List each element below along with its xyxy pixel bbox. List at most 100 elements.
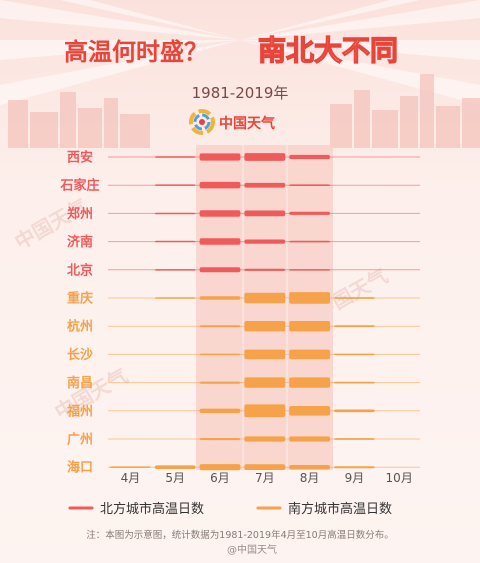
city-label: 石家庄 [59, 178, 99, 194]
city-label: 北京 [67, 262, 93, 278]
bar-5月 [154, 465, 196, 469]
bar-5月 [154, 156, 196, 158]
sunburst-decoration [0, 0, 480, 105]
bar-9月 [334, 409, 375, 413]
bar-8月 [289, 436, 330, 442]
bar-7月 [244, 349, 286, 360]
bar-6月 [199, 210, 241, 217]
month-tick-label: 6月 [210, 471, 230, 485]
bar-9月 [334, 325, 375, 328]
bar-8月 [289, 349, 330, 360]
month-tick-label: 8月 [300, 471, 320, 485]
skyline-decoration [8, 74, 480, 148]
bar-5月 [154, 240, 196, 243]
city-row: 重庆 [67, 291, 420, 307]
bar-7月 [244, 153, 286, 161]
month-tick-label: 4月 [121, 471, 141, 485]
city-label: 海口 [67, 460, 93, 476]
subtitle: 1981-2019年 [192, 84, 289, 102]
bar-6月 [199, 296, 241, 300]
bar-6月 [199, 353, 241, 356]
title: 高温何时盛？ 南北大不同 [64, 33, 399, 67]
city-row: 海口 [67, 460, 420, 476]
bar-6月 [199, 381, 241, 384]
bar-7月 [244, 182, 286, 188]
bar-6月 [199, 181, 241, 189]
legend: 北方城市高温日数 南方城市高温日数 [68, 501, 392, 517]
city-label: 郑州 [67, 206, 93, 222]
bar-7月 [244, 268, 286, 271]
bar-7月 [244, 464, 286, 470]
bar-8月 [289, 184, 330, 186]
month-axis: 4月 5月 6月 7月 8月 9月 10月 [121, 471, 413, 485]
bar-5月 [154, 297, 196, 299]
watermark-handle: @中国天气 [227, 543, 277, 556]
bar-6月 [199, 238, 241, 245]
city-label: 重庆 [67, 291, 93, 307]
bar-8月 [289, 465, 330, 470]
bar-6月 [199, 438, 241, 441]
bar-8月 [289, 406, 330, 416]
bar-8月 [289, 211, 330, 215]
bar-7月 [244, 404, 286, 418]
month-tick-label: 5月 [165, 471, 185, 485]
title-part2: 南北大不同 [258, 34, 398, 67]
bar-9月 [334, 466, 375, 469]
bar-5月 [154, 269, 196, 271]
bar-9月 [334, 438, 375, 440]
city-row: 长沙 [67, 347, 420, 363]
city-label: 西安 [67, 150, 93, 166]
city-row: 济南 [67, 234, 420, 250]
title-part1: 高温何时盛？ [64, 38, 208, 66]
bar-7月 [244, 239, 286, 244]
bar-8月 [289, 269, 330, 271]
bar-5月 [154, 184, 196, 186]
city-row: 郑州 [67, 206, 420, 222]
bar-6月 [199, 267, 241, 273]
city-label: 长沙 [67, 347, 93, 363]
bar-8月 [289, 240, 330, 243]
city-row: 西安 [67, 150, 420, 166]
city-row: 石家庄 [59, 178, 420, 194]
city-label: 福州 [66, 403, 93, 419]
brand-name: 中国天气 [219, 115, 275, 132]
city-label: 广州 [67, 432, 93, 448]
city-row: 福州 [66, 403, 420, 419]
city-row: 南昌 [67, 375, 420, 391]
city-label: 济南 [67, 234, 93, 250]
bar-7月 [244, 321, 286, 332]
city-label: 南昌 [67, 375, 93, 391]
month-tick-label: 7月 [255, 471, 275, 485]
bar-4月 [110, 466, 151, 468]
china-weather-logo-icon [189, 109, 215, 135]
city-row: 杭州 [67, 319, 420, 335]
bar-6月 [199, 464, 241, 471]
month-tick-label: 10月 [386, 471, 413, 485]
bar-9月 [334, 381, 375, 384]
city-label: 杭州 [67, 319, 93, 335]
bar-5月 [154, 212, 196, 215]
month-tick-label: 9月 [345, 471, 365, 485]
bar-6月 [199, 408, 241, 413]
bar-8月 [289, 321, 330, 332]
bar-9月 [334, 297, 375, 299]
bar-7月 [244, 436, 286, 442]
bar-6月 [199, 325, 241, 328]
footnote: 注：本图为示意图，统计数据为1981-2019年4月至10月高温日数分布。 [86, 529, 393, 541]
bar-7月 [244, 210, 286, 217]
bar-8月 [289, 154, 330, 160]
bar-8月 [289, 377, 330, 388]
city-row: 广州 [67, 432, 420, 448]
city-row: 北京 [67, 262, 420, 278]
legend-south-label: 南方城市高温日数 [288, 501, 392, 517]
bar-7月 [244, 377, 286, 388]
bar-6月 [199, 153, 241, 161]
bar-8月 [289, 292, 330, 304]
brand-logo: 中国天气 [189, 109, 275, 135]
bar-9月 [334, 353, 375, 356]
legend-north-label: 北方城市高温日数 [100, 501, 204, 517]
bar-7月 [244, 292, 286, 304]
